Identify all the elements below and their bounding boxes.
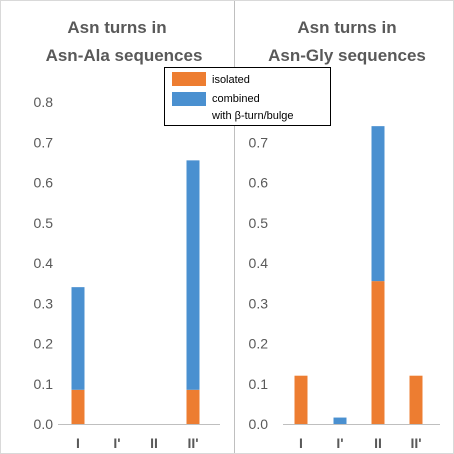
panel-asn-ala: Asn turns in Asn-Ala sequences 0.0 0.1 0.2… (34, 18, 220, 451)
panel-2-title-line-2: Asn-Gly sequences (268, 46, 426, 65)
y-tick-label: 0.7 (249, 134, 269, 150)
x-tick-label: I' (336, 435, 343, 451)
bar-segment-isolated (294, 375, 308, 424)
panel-asn-gly: Asn turns in Asn-Gly sequences 0.0 0.1 0.2… (249, 18, 440, 451)
x-tick-label: I' (113, 435, 120, 451)
y-tick-label: 0.1 (249, 376, 269, 392)
panel-1-bars (71, 160, 200, 424)
bar-segment-isolated (186, 389, 200, 424)
y-tick-label: 0.5 (34, 215, 54, 231)
legend-label-isolated: isolated (212, 74, 250, 86)
y-tick-label: 0.1 (34, 376, 54, 392)
panel-1-x-axis-labels: I I' II II' (76, 435, 199, 451)
legend-swatch-isolated (172, 72, 206, 86)
legend: isolated combined with β-turn/bulge (164, 67, 331, 126)
x-tick-label: I (299, 435, 303, 451)
panel-2-bars (294, 126, 423, 424)
x-tick-label: II' (187, 435, 198, 451)
y-tick-label: 0.8 (34, 94, 54, 110)
bar-segment-combined (333, 417, 347, 424)
panel-2-title-line-1: Asn turns in (297, 18, 396, 37)
y-tick-label: 0.3 (34, 295, 54, 311)
panel-1-title-line-1: Asn turns in (67, 18, 166, 37)
y-tick-label: 0.6 (249, 175, 269, 191)
x-tick-label: I (76, 435, 80, 451)
y-tick-label: 0.3 (249, 295, 269, 311)
panel-1-title-line-2: Asn-Ala sequences (46, 46, 203, 65)
x-tick-label: II (374, 435, 382, 451)
bar-segment-combined (186, 160, 200, 390)
panel-2-x-axis-labels: I I' II II' (299, 435, 422, 451)
bar-segment-combined (371, 126, 385, 282)
y-tick-label: 0.4 (34, 255, 54, 271)
panel-2-y-axis: 0.0 0.1 0.2 0.3 0.4 0.5 0.6 0.7 (249, 134, 269, 432)
bar-segment-combined (71, 287, 85, 390)
x-tick-label: II' (410, 435, 421, 451)
y-tick-label: 0.7 (34, 134, 54, 150)
legend-label-combined-line-2: with β-turn/bulge (211, 110, 294, 122)
bar-segment-isolated (409, 375, 423, 424)
y-tick-label: 0.2 (34, 336, 54, 352)
y-tick-label: 0.6 (34, 175, 54, 191)
y-tick-label: 0.5 (249, 215, 269, 231)
y-tick-label: 0.4 (249, 255, 269, 271)
legend-label-combined-line-1: combined (212, 93, 260, 105)
panel-1-y-axis: 0.0 0.1 0.2 0.3 0.4 0.5 0.6 0.7 0.8 (34, 94, 54, 432)
bar-segment-isolated (371, 281, 385, 424)
bar-segment-isolated (71, 389, 85, 424)
y-tick-label: 0.0 (249, 416, 269, 432)
y-tick-label: 0.2 (249, 336, 269, 352)
y-tick-label: 0.0 (34, 416, 54, 432)
legend-swatch-combined (172, 92, 206, 106)
x-tick-label: II (150, 435, 158, 451)
